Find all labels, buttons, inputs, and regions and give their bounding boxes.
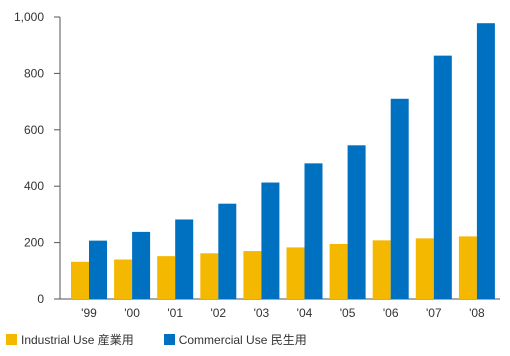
bar-commercial (304, 163, 323, 299)
bar-industrial (114, 259, 133, 299)
bar-industrial (286, 247, 305, 299)
bar-industrial (415, 238, 434, 299)
y-tick-label: 800 (24, 66, 44, 80)
x-tick-label: '04 (297, 306, 313, 320)
legend-label-commercial: Commercial Use 民生用 (178, 333, 307, 347)
x-tick-label: '05 (340, 306, 356, 320)
x-tick-label: '01 (167, 306, 183, 320)
x-tick-label: '03 (254, 306, 270, 320)
y-axis: 0 200 400 600 800 1,000 (14, 10, 61, 306)
y-tick-label: 200 (24, 236, 44, 250)
bar-chart: 0 200 400 600 800 1,000 '99 '00 '01 '02 '03 '04 '05… (14, 10, 500, 320)
x-tick-label: '07 (426, 306, 442, 320)
legend: Industrial Use 産業用 Commercial Use 民生用 (6, 331, 337, 348)
bar-commercial (89, 240, 107, 299)
bar-commercial (132, 231, 151, 299)
bar-industrial (157, 256, 176, 299)
bar-commercial (175, 219, 194, 299)
bar-industrial (458, 236, 477, 299)
y-tick-label: 0 (37, 292, 44, 306)
legend-item-commercial: Commercial Use 民生用 (163, 331, 307, 348)
bar-industrial (243, 251, 262, 299)
bar-commercial (218, 203, 237, 299)
y-tick-label: 600 (24, 123, 44, 137)
bar-commercial (347, 145, 366, 299)
x-axis: '99 '00 '01 '02 '03 '04 '05 '06 '07 '08 (60, 298, 500, 320)
x-tick-label: '08 (469, 306, 485, 320)
x-tick-label: '06 (383, 306, 399, 320)
legend-swatch-commercial (163, 334, 175, 345)
bar-commercial (433, 55, 452, 299)
x-tick-label: '02 (210, 306, 226, 320)
legend-label-industrial: Industrial Use 産業用 (21, 333, 134, 347)
bar-industrial (71, 261, 89, 299)
legend-swatch-industrial (6, 334, 17, 345)
bar-commercial (476, 23, 495, 299)
bar-industrial (372, 240, 391, 299)
y-tick-label: 400 (24, 179, 44, 193)
bar-commercial (261, 182, 280, 299)
x-tick-label: '99 (81, 306, 97, 320)
legend-item-industrial: Industrial Use 産業用 (6, 331, 134, 348)
y-tick-label: 1,000 (14, 10, 44, 24)
bars (71, 23, 495, 299)
bar-commercial (390, 98, 409, 299)
bar-industrial (200, 253, 219, 299)
x-tick-label: '00 (124, 306, 140, 320)
bar-industrial (329, 244, 348, 299)
